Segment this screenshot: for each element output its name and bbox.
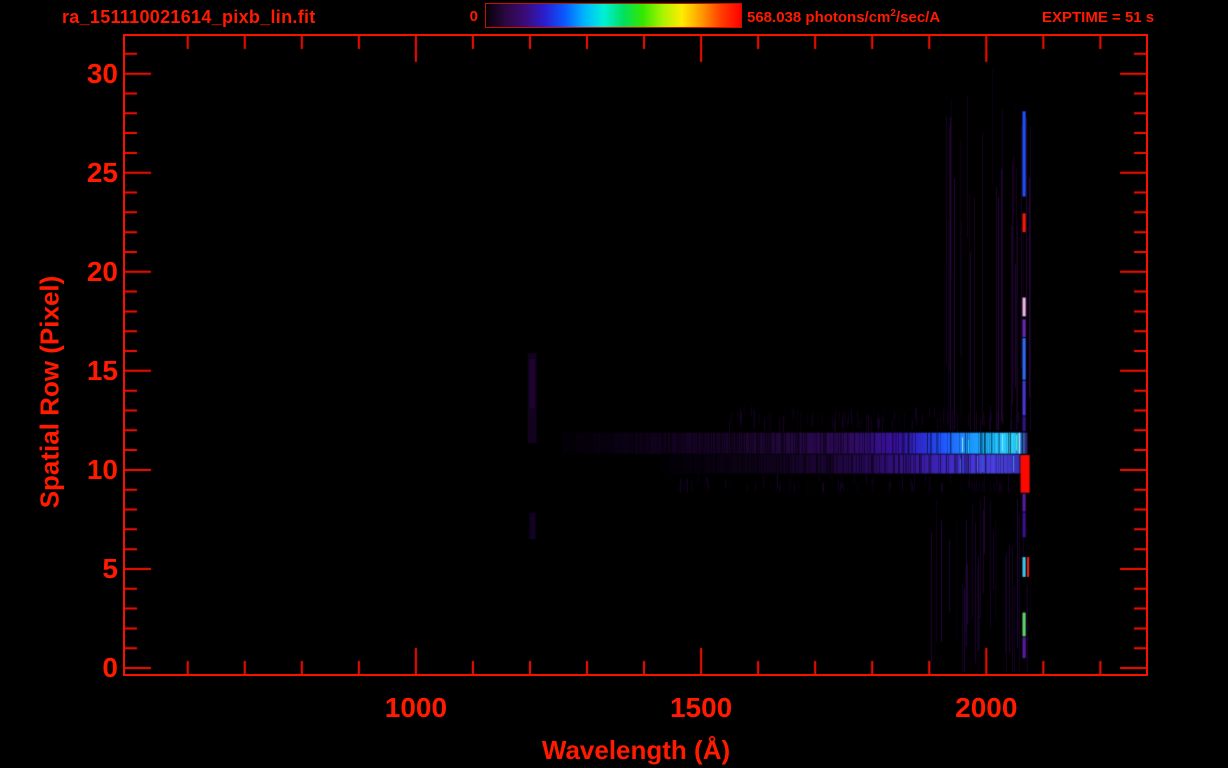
y-tick-label: 15 bbox=[86, 354, 118, 386]
y-tick-label: 30 bbox=[86, 57, 118, 89]
colorbar-max-value: 568.038 bbox=[747, 9, 802, 26]
y-tick-label: 0 bbox=[102, 652, 118, 684]
x-tick-label: 1500 bbox=[669, 692, 733, 723]
exptime-label: EXPTIME = 51 s bbox=[1042, 9, 1155, 26]
x-axis-title: Wavelength (Å) bbox=[541, 735, 731, 765]
y-tick-label: 5 bbox=[102, 552, 118, 584]
file-title: ra_151110021614_pixb_lin.fit bbox=[62, 7, 316, 27]
colorbar-units-sup: 2 bbox=[890, 8, 896, 19]
x-tick-label: 2000 bbox=[955, 692, 1018, 723]
y-tick-label: 20 bbox=[86, 255, 118, 287]
colorbar-min-label: 0 bbox=[469, 8, 478, 25]
colorbar-units-prefix: photons/cm bbox=[801, 9, 891, 26]
colorbar bbox=[485, 3, 742, 28]
x-tick-label: 1000 bbox=[384, 692, 448, 723]
plot-frame bbox=[123, 34, 1148, 676]
colorbar-units-suffix: /sec/A bbox=[895, 9, 941, 26]
y-axis-title: Spatial Row (Pixel) bbox=[34, 275, 65, 509]
spectral-image-canvas bbox=[125, 36, 1146, 674]
y-tick-label: 25 bbox=[86, 156, 118, 188]
y-tick-label: 10 bbox=[86, 453, 118, 485]
colorbar-max-label: 568.038 photons/cm2/sec/A bbox=[747, 8, 940, 26]
